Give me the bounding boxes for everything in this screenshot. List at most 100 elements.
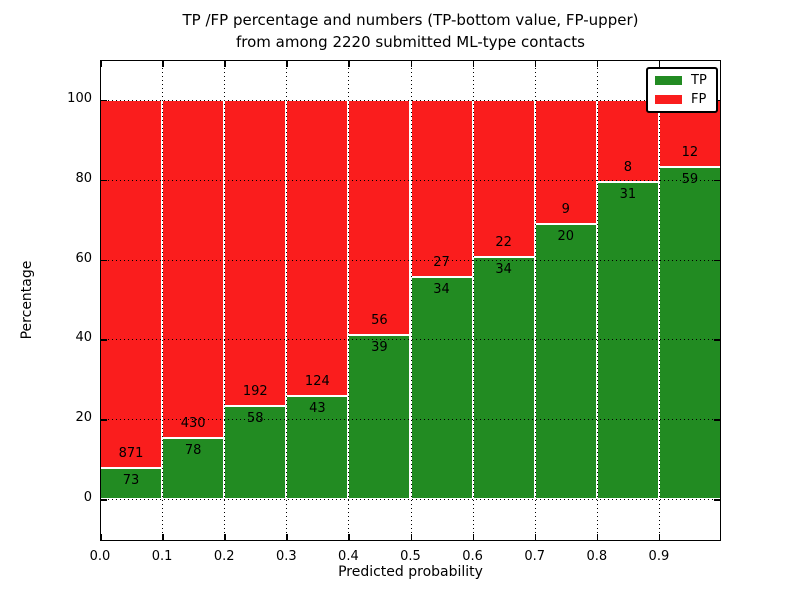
tp-bar-segment: [410, 276, 473, 500]
x-tick-mark: [162, 534, 164, 541]
fp-count-label: 8: [623, 159, 632, 175]
x-tick-mark: [224, 534, 226, 541]
y-tick-label: 20: [75, 410, 92, 426]
y-tick-label: 40: [75, 330, 92, 346]
tp-count-label: 73: [122, 473, 140, 489]
y-tick-mark-right: [714, 419, 721, 421]
tp-count-label: 31: [619, 186, 637, 202]
chart-title: TP /FP percentage and numbers (TP-bottom…: [100, 9, 721, 53]
legend-item-tp: TP: [655, 74, 707, 87]
v-gridline: [410, 60, 412, 541]
chart-title-line1: TP /FP percentage and numbers (TP-bottom…: [182, 11, 639, 29]
v-gridline: [534, 60, 536, 541]
y-tick-mark: [100, 179, 107, 182]
x-tick-label: 0.7: [524, 549, 546, 564]
fp-bar-segment: [472, 99, 535, 257]
tp-count-label: 58: [246, 411, 264, 427]
tp-count-label: 39: [371, 340, 388, 356]
y-tick-label: 0: [83, 490, 92, 506]
tp-bar-segment: [472, 256, 535, 500]
tp-count-label: 59: [681, 172, 699, 188]
tp-bar-segment: [348, 335, 411, 500]
x-tick-mark-top: [348, 60, 350, 67]
v-gridline: [472, 60, 474, 541]
tp-bar-segment: [534, 223, 597, 500]
x-tick-mark-top: [162, 60, 164, 67]
x-tick-mark: [534, 534, 537, 541]
y-tick-mark: [100, 99, 107, 102]
fp-bar-segment: [286, 99, 349, 397]
x-tick-label: 0.6: [462, 549, 483, 564]
x-tick-mark: [472, 534, 475, 541]
y-tick-label: 80: [75, 170, 92, 186]
x-tick-label: 0.3: [275, 549, 297, 564]
y-tick-mark-right: [714, 259, 721, 262]
y-tick-label: 60: [75, 250, 92, 266]
fp-count-label: 9: [561, 201, 570, 217]
fp-bar-segment: [162, 99, 225, 438]
y-tick-mark: [100, 339, 107, 341]
v-gridline: [596, 60, 598, 541]
x-tick-mark: [410, 534, 412, 541]
y-tick-label: 100: [67, 90, 92, 106]
x-tick-mark-top: [100, 60, 102, 67]
v-gridline: [162, 60, 164, 541]
x-tick-label: 0.9: [648, 549, 670, 564]
fp-count-label: 192: [242, 384, 268, 400]
y-tick-mark: [100, 419, 107, 421]
legend-label-tp: TP: [691, 73, 707, 88]
fp-count-label: 12: [681, 145, 699, 161]
fp-count-label: 22: [495, 234, 512, 250]
x-tick-mark-top: [472, 60, 475, 67]
y-tick-mark: [100, 259, 107, 262]
x-tick-mark-top: [224, 60, 226, 67]
tp-count-label: 34: [433, 281, 450, 297]
fp-count-label: 27: [433, 254, 450, 270]
y-tick-mark-right: [714, 339, 721, 341]
x-tick-label: 0.8: [586, 549, 608, 564]
legend: TP FP: [646, 67, 718, 113]
fp-bar-segment: [224, 99, 287, 407]
v-gridline: [224, 60, 226, 541]
x-tick-mark-top: [596, 60, 599, 67]
fp-count-label: 871: [118, 446, 144, 462]
tp-swatch-icon: [655, 76, 682, 85]
x-tick-mark-top: [534, 60, 537, 67]
fp-swatch-icon: [655, 95, 682, 104]
v-gridline: [658, 60, 660, 541]
x-tick-mark: [348, 534, 350, 541]
x-tick-label: 0.1: [151, 549, 173, 564]
x-tick-mark: [596, 534, 599, 541]
fp-bar-segment: [348, 99, 411, 336]
y-axis-label: Percentage: [19, 260, 35, 340]
plot-area: TP FP 871 73 430 78 192 58 124 43 56 39 27 34 22 34 9 2…: [67, 60, 721, 564]
legend-item-fp: FP: [655, 93, 707, 106]
tp-count-label: 34: [495, 261, 512, 277]
fp-count-label: 430: [180, 415, 206, 431]
y-tick-mark: [100, 499, 107, 501]
y-tick-mark-right: [714, 499, 721, 501]
tp-count-label: 78: [184, 442, 202, 458]
v-gridline: [286, 60, 288, 541]
fp-bar-segment: [410, 99, 473, 277]
fp-count-label: 124: [304, 374, 330, 390]
x-tick-mark: [286, 534, 288, 541]
x-axis-label: Predicted probability: [338, 564, 483, 580]
tp-bar-segment: [658, 167, 721, 500]
chart-title-line2: from among 2220 submitted ML-type contac…: [236, 33, 585, 51]
x-tick-label: 0.0: [89, 549, 111, 564]
tp-count-label: 20: [557, 228, 575, 244]
legend-label-fp: FP: [691, 92, 707, 107]
tp-count-label: 43: [309, 401, 326, 417]
x-tick-mark-top: [658, 60, 661, 67]
v-gridline: [348, 60, 350, 541]
tp-bar-segment: [286, 396, 349, 500]
tp-bar-segment: [224, 406, 287, 500]
x-tick-label: 0.4: [338, 549, 359, 564]
x-tick-label: 0.5: [400, 549, 421, 564]
x-tick-mark-top: [410, 60, 412, 67]
x-tick-label: 0.2: [213, 549, 235, 564]
x-tick-mark-top: [286, 60, 288, 67]
y-tick-mark-right: [714, 179, 721, 182]
